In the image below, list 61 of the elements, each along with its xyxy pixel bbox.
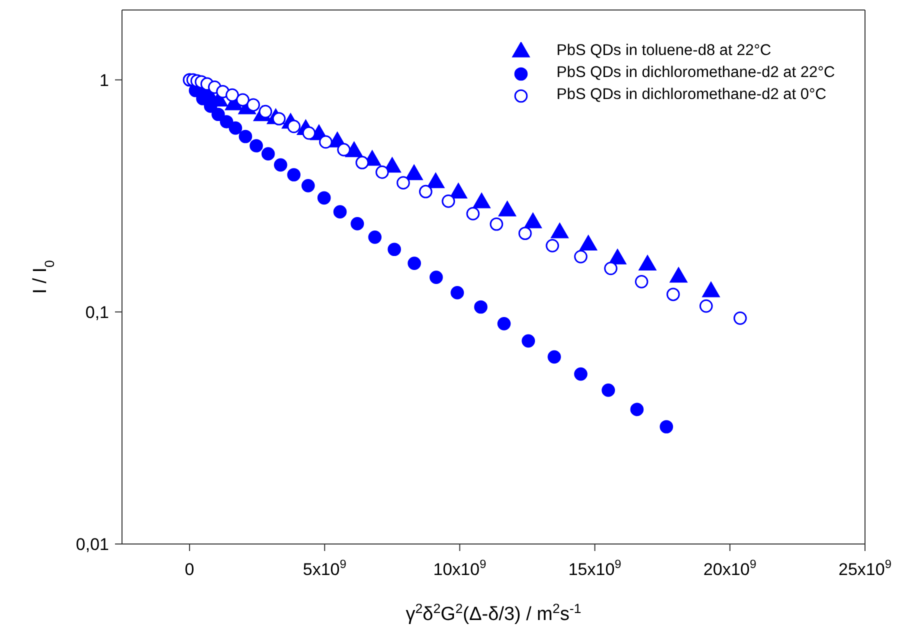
point: [238, 130, 252, 144]
x-tick-label: 10x10$^{9}$: [433, 557, 487, 579]
point: [226, 88, 239, 102]
point: [350, 217, 364, 230]
point: [466, 207, 480, 220]
point: [333, 205, 347, 218]
point: [734, 312, 747, 325]
x-tick-label: 15x10$^{9}$: [568, 557, 622, 579]
point: [287, 120, 301, 134]
point: [604, 262, 618, 276]
x-tick-label: 25x10$^{9}$: [838, 557, 892, 579]
legend-label: PbS QDs in dichloromethane-d2 at 0°C: [556, 86, 826, 104]
point: [602, 384, 615, 397]
point: [522, 334, 536, 348]
point: [442, 194, 456, 208]
point: [246, 98, 260, 112]
point: [274, 158, 288, 172]
point: [490, 217, 504, 231]
y-tick-label: 0,01: [76, 535, 109, 554]
y-tick-label: 1: [100, 70, 109, 90]
text: γ$^{2}$δ$^{2}$G$^{2}$(Δ-δ/3) / m$^{2}$s$^{-1}$: [406, 600, 582, 625]
point: [319, 135, 332, 149]
x-tick-label: 20x10$^{9}$: [703, 557, 757, 579]
point: [474, 300, 488, 314]
point: [262, 147, 275, 160]
x-tick-label: 5x10$^{9}$: [302, 557, 347, 579]
point: [220, 115, 234, 128]
point: [518, 226, 532, 240]
point: [376, 166, 389, 179]
point: [546, 239, 560, 252]
point: [634, 275, 648, 288]
point: [430, 270, 443, 284]
point: [356, 156, 369, 170]
point: [337, 143, 350, 156]
point: [368, 230, 382, 244]
point: [317, 191, 331, 205]
point: [287, 168, 301, 182]
point: [548, 350, 561, 364]
point: [497, 317, 511, 330]
point: [574, 250, 588, 264]
point: [408, 256, 422, 270]
point: [204, 100, 218, 113]
legend-label: PbS QDs in toluene-d8 at 22°C: [556, 42, 772, 60]
legend-label: PbS QDs in dichloromethane-d2 at 22°C: [556, 64, 835, 82]
x-tick-label: 0: [184, 560, 194, 579]
point: [396, 176, 410, 190]
point: [419, 184, 432, 198]
point: [212, 108, 225, 122]
point: [630, 402, 644, 416]
point: [228, 121, 242, 135]
y-tick-label: 0,1: [85, 302, 109, 322]
point: [666, 288, 680, 302]
point: [250, 139, 263, 152]
point: [301, 179, 315, 192]
point: [699, 299, 713, 313]
point: [450, 286, 464, 300]
point: [660, 420, 674, 434]
point: [388, 242, 402, 256]
point: [574, 367, 588, 381]
point: [302, 126, 316, 140]
point: [258, 104, 272, 118]
